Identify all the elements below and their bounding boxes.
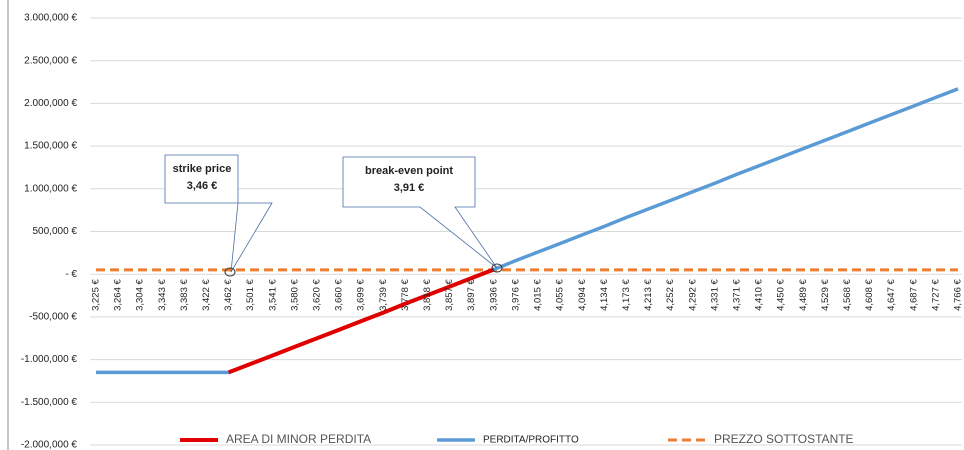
x-tick-label: 4,371 € — [731, 278, 742, 310]
x-tick-label: 4,568 € — [842, 278, 853, 310]
point-marker — [491, 263, 503, 273]
legend-label: PERDITA/PROFITTO — [483, 435, 579, 446]
x-tick-label: 3,778 € — [400, 278, 411, 310]
series-line — [227, 267, 495, 375]
x-tick-label: 3,936 € — [488, 278, 499, 310]
x-tick-label: 3,422 € — [201, 278, 212, 310]
y-tick-label: -1.000,000 € — [21, 354, 78, 365]
annotation-value: 3,46 € — [187, 180, 218, 192]
x-tick-label: 3,976 € — [510, 278, 521, 310]
y-tick-label: -500,000 € — [29, 312, 77, 323]
y-tick-label: -1.500,000 € — [21, 397, 78, 408]
callout-box — [342, 156, 498, 269]
x-tick-label: 3,383 € — [179, 278, 190, 310]
y-tick-label: -2.000,000 € — [21, 440, 78, 450]
x-tick-label: 4,173 € — [621, 278, 632, 310]
x-tick-label: 4,410 € — [754, 278, 765, 310]
y-tick-label: 2.500,000 € — [24, 55, 77, 66]
x-tick-label: 4,450 € — [776, 278, 787, 310]
annotation-breakeven: break-even point 3,91 € — [342, 156, 503, 273]
x-tick-label: 3,225 € — [91, 278, 102, 310]
x-tick-label: 3,264 € — [113, 278, 124, 310]
annotation-title: break-even point — [365, 165, 453, 177]
y-tick-label: - € — [65, 269, 77, 280]
series-line — [96, 87, 959, 375]
x-tick-label: 4,647 € — [886, 278, 897, 310]
x-tick-label: 4,529 € — [820, 278, 831, 310]
x-tick-label: 3,343 € — [157, 278, 168, 310]
annotation-title: strike price — [173, 163, 232, 175]
x-tick-label: 3,541 € — [267, 278, 278, 310]
x-tick-label: 4,766 € — [953, 278, 964, 310]
point-marker — [224, 267, 236, 277]
legend-label: AREA DI MINOR PERDITA — [226, 432, 371, 446]
x-tick-label: 4,727 € — [930, 278, 941, 310]
x-tick-label: 4,331 € — [709, 278, 720, 310]
x-tick-label: 4,292 € — [687, 278, 698, 310]
x-tick-label: 4,213 € — [643, 278, 654, 310]
y-tick-label: 1.500,000 € — [24, 141, 77, 152]
y-tick-label: 2.000,000 € — [24, 98, 77, 109]
x-tick-label: 4,094 € — [577, 278, 588, 310]
x-tick-label: 3,699 € — [356, 278, 367, 310]
x-tick-label: 3,857 € — [444, 278, 455, 310]
x-tick-label: 3,501 € — [245, 278, 256, 310]
x-tick-label: 4,252 € — [665, 278, 676, 310]
y-tick-label: 500,000 € — [33, 226, 78, 237]
y-tick-label: 1.000,000 € — [24, 183, 77, 194]
callout-box — [164, 154, 273, 273]
legend-label: PREZZO SOTTOSTANTE — [714, 432, 854, 446]
x-tick-label: 3,580 € — [289, 278, 300, 310]
x-tick-label: 3,660 € — [334, 278, 345, 310]
x-tick-label: 3,462 € — [223, 278, 234, 310]
x-tick-label: 3,897 € — [466, 278, 477, 310]
y-tick-label: 3.000,000 € — [24, 13, 77, 24]
x-tick-label: 3,620 € — [312, 278, 323, 310]
x-tick-label: 4,687 € — [908, 278, 919, 310]
x-tick-label: 4,015 € — [533, 278, 544, 310]
x-tick-label: 3,739 € — [378, 278, 389, 310]
annotation-value: 3,91 € — [394, 182, 425, 194]
x-tick-label: 4,055 € — [555, 278, 566, 310]
x-tick-label: 3,304 € — [135, 278, 146, 310]
annotation-strike: strike price 3,46 € — [164, 154, 273, 277]
x-tick-label: 4,489 € — [798, 278, 809, 310]
x-tick-label: 3,818 € — [422, 278, 433, 310]
x-tick-label: 4,608 € — [864, 278, 875, 310]
x-tick-label: 4,134 € — [599, 278, 610, 310]
